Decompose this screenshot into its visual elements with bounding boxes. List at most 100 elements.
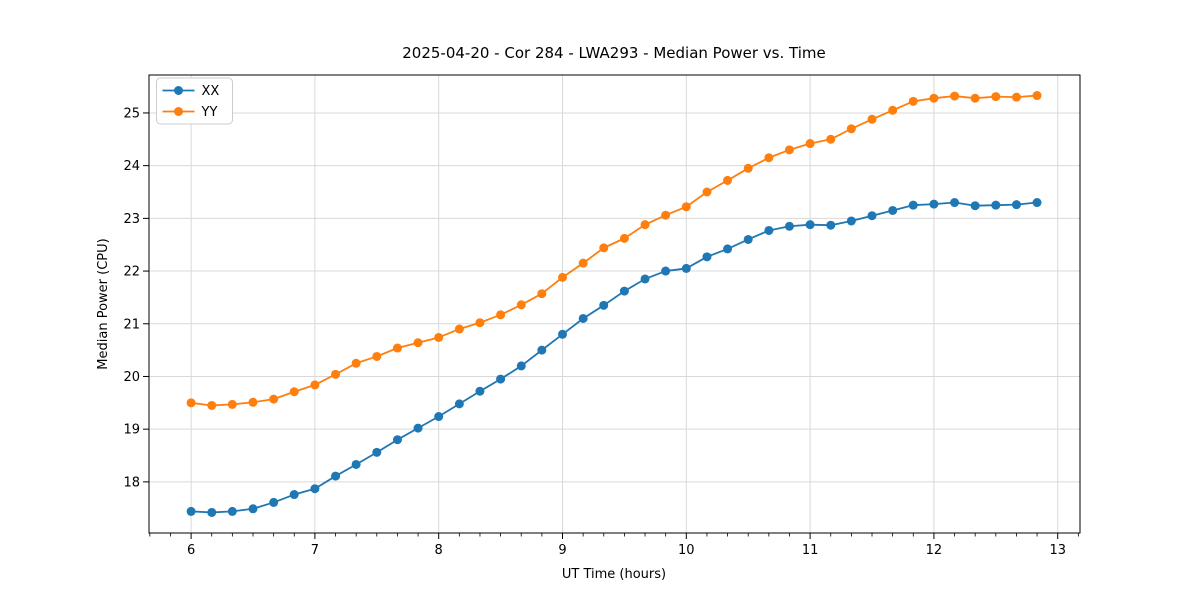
- legend-box: [156, 77, 233, 125]
- series-YY-marker: [248, 397, 258, 407]
- y-tick-label: 25: [123, 106, 140, 121]
- series-YY-marker: [619, 233, 629, 243]
- legend-marker-icon: [174, 86, 183, 95]
- series-YY-marker: [537, 289, 547, 299]
- gridlines: [149, 75, 1080, 533]
- y-tick-label: 24: [123, 159, 140, 174]
- series-XX-marker: [372, 447, 382, 457]
- series-YY-marker: [888, 105, 898, 115]
- series-XX-marker: [784, 221, 794, 231]
- series-XX-marker: [970, 201, 980, 211]
- series-YY-marker: [867, 114, 877, 124]
- series-YY-marker: [269, 394, 279, 404]
- y-axis-label: Median Power (CPU): [96, 238, 111, 369]
- x-tick-label: 11: [802, 543, 819, 558]
- series-XX-marker: [496, 374, 506, 384]
- series-XX-marker: [743, 234, 753, 244]
- x-tick-label: 8: [435, 543, 443, 558]
- series-XX-marker: [599, 300, 609, 310]
- series-XX-marker: [619, 286, 629, 296]
- y-tick-label: 18: [123, 475, 140, 490]
- series-YY-marker: [805, 139, 815, 149]
- x-tick-label: 7: [311, 543, 319, 558]
- series-XX-marker: [661, 266, 671, 276]
- data-series: [186, 91, 1042, 517]
- legend-item-XX: XX: [162, 84, 220, 99]
- series-YY-marker: [413, 338, 423, 348]
- series-YY-marker: [558, 272, 567, 282]
- series-YY-marker: [908, 96, 918, 106]
- x-axis-label: UT Time (hours): [562, 567, 666, 582]
- series-YY-marker: [434, 332, 444, 342]
- series-XX-marker: [702, 252, 712, 262]
- series-YY-marker: [310, 380, 320, 390]
- series-XX-marker: [888, 205, 898, 215]
- series-YY-marker: [372, 351, 382, 361]
- y-tick-label: 20: [123, 370, 140, 385]
- series-XX-marker: [434, 412, 444, 422]
- series-YY-marker: [991, 92, 1001, 102]
- series-XX-marker: [351, 459, 361, 469]
- series-XX-marker: [826, 220, 836, 230]
- series-YY-marker: [289, 387, 299, 397]
- series-XX-marker: [558, 329, 567, 339]
- series-YY-marker: [640, 220, 650, 230]
- series-XX-marker: [537, 345, 547, 355]
- y-tick-label: 21: [123, 317, 140, 332]
- series-XX-marker: [269, 497, 279, 507]
- series-XX-marker: [227, 506, 237, 516]
- series-XX-marker: [578, 313, 588, 323]
- y-tick-label: 19: [123, 423, 140, 438]
- series-XX-marker: [289, 490, 299, 500]
- series-YY-marker: [826, 134, 836, 144]
- series-XX-marker: [331, 471, 341, 481]
- series-YY-marker: [454, 324, 464, 334]
- series-XX-marker: [516, 361, 526, 371]
- legend-label: XX: [202, 84, 220, 99]
- series-YY-marker: [1032, 91, 1042, 101]
- series-YY-marker: [950, 91, 960, 101]
- series-YY-marker: [661, 210, 671, 220]
- series-XX-marker: [248, 504, 258, 514]
- y-tick-label: 22: [123, 265, 140, 280]
- series-XX-marker: [186, 506, 196, 516]
- series-XX-marker: [908, 200, 918, 210]
- x-tick-label: 13: [1049, 543, 1066, 558]
- series-YY-marker: [743, 163, 753, 173]
- series-XX-marker: [846, 216, 856, 226]
- series-XX-marker: [1011, 200, 1021, 210]
- series-YY-marker: [702, 187, 712, 197]
- series-YY-line: [190, 94, 1038, 407]
- series-YY-marker: [496, 310, 506, 320]
- x-tick-label: 10: [678, 543, 695, 558]
- series-YY-marker: [392, 343, 402, 353]
- series-XX-marker: [681, 263, 691, 273]
- series-YY-marker: [1011, 92, 1021, 102]
- series-XX-line: [190, 201, 1038, 514]
- series-YY-marker: [681, 202, 691, 212]
- y-tick-label: 23: [123, 212, 140, 227]
- chart-title: 2025-04-20 - Cor 284 - LWA293 - Median P…: [402, 44, 826, 62]
- series-YY-marker: [764, 153, 774, 163]
- x-tick-label: 9: [558, 543, 566, 558]
- series-YY-marker: [331, 369, 341, 379]
- series-XX-marker: [867, 211, 877, 221]
- series-XX-marker: [764, 225, 774, 235]
- series-XX-marker: [950, 198, 960, 208]
- series-YY-marker: [516, 300, 526, 310]
- series-XX: [186, 198, 1042, 517]
- series-XX-marker: [310, 484, 320, 494]
- series-YY-marker: [599, 243, 609, 253]
- legend-label: YY: [201, 105, 218, 120]
- series-XX-marker: [207, 507, 217, 517]
- series-XX-marker: [392, 435, 402, 445]
- x-tick-label: 6: [187, 543, 195, 558]
- series-XX-marker: [723, 244, 733, 254]
- series-XX-marker: [475, 386, 485, 396]
- series-XX-marker: [929, 199, 939, 209]
- series-YY-marker: [207, 400, 217, 410]
- series-XX-marker: [454, 399, 464, 409]
- series-XX-marker: [413, 423, 423, 433]
